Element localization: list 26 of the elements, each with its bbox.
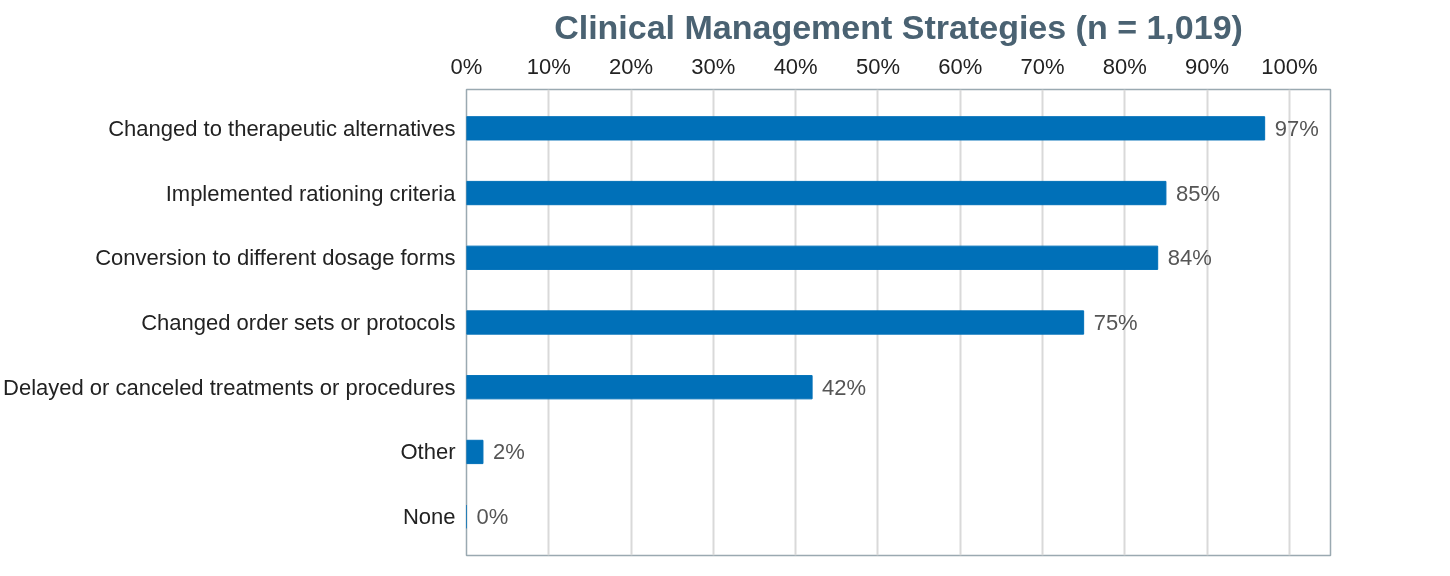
data-label: 84% [1167,245,1212,271]
x-tick-label: 50% [855,53,900,79]
x-tick-label: 10% [526,53,571,79]
x-tick-label: 60% [938,53,983,79]
x-tick-label: 80% [1102,53,1147,79]
y-tick-label: Conversion to different dosage forms [95,245,456,271]
x-tick-label: 30% [691,53,736,79]
x-tick-label: 90% [1185,53,1230,79]
y-tick-label: Changed to therapeutic alternatives [108,115,456,141]
data-label: 2% [492,439,525,465]
y-tick-label: None [402,504,456,530]
x-tick-label: 100% [1261,53,1318,79]
data-label: 0% [476,504,509,530]
x-tick-label: 40% [773,53,818,79]
y-tick-label: Changed order sets or protocols [141,310,456,335]
x-tick-label: 0% [450,53,483,79]
y-tick-label: Other [400,439,456,465]
data-label: 42% [822,374,867,400]
data-label: 97% [1274,115,1319,141]
y-tick-label: Implemented rationing criteria [165,180,457,206]
x-tick-label: 70% [1020,53,1065,79]
data-label: 85% [1175,180,1220,206]
x-tick-label: 20% [609,53,654,79]
data-label: 75% [1093,310,1138,335]
y-tick-label: Delayed or canceled treatments or procedures [3,374,456,400]
chart-title: Clinical Management Strategies (n = 1,019) [554,7,1243,46]
